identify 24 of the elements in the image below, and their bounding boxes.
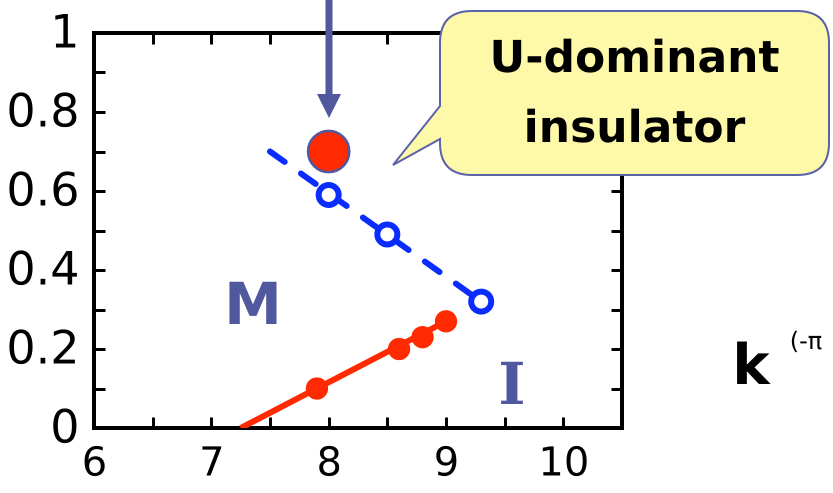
y-tick-label: 0.6 [6, 162, 80, 216]
point [374, 221, 400, 248]
point [468, 288, 494, 315]
y-tick-label: 0.2 [6, 320, 80, 374]
annotation: I [498, 350, 526, 418]
x-tick-label: 8 [316, 440, 342, 486]
y-tick-label: 0.4 [6, 242, 80, 296]
point [306, 377, 328, 400]
point [306, 130, 351, 174]
point [434, 310, 458, 333]
y-tick-label: 0.8 [6, 84, 80, 138]
x-tick-label: 9 [434, 440, 460, 486]
point [388, 338, 410, 360]
y-tick-label: 1 [50, 4, 80, 58]
point [411, 326, 434, 348]
x-tick-label: 6 [82, 440, 108, 486]
annotation: M [224, 270, 282, 338]
annotation: U-dominant insulator [488, 31, 781, 155]
x-tick-label: 7 [199, 440, 225, 486]
text: k [732, 333, 770, 398]
y-tick-label: 0 [50, 400, 80, 454]
text: (-π [790, 326, 822, 355]
x-tick-label: 10 [538, 440, 590, 486]
point [316, 182, 342, 208]
